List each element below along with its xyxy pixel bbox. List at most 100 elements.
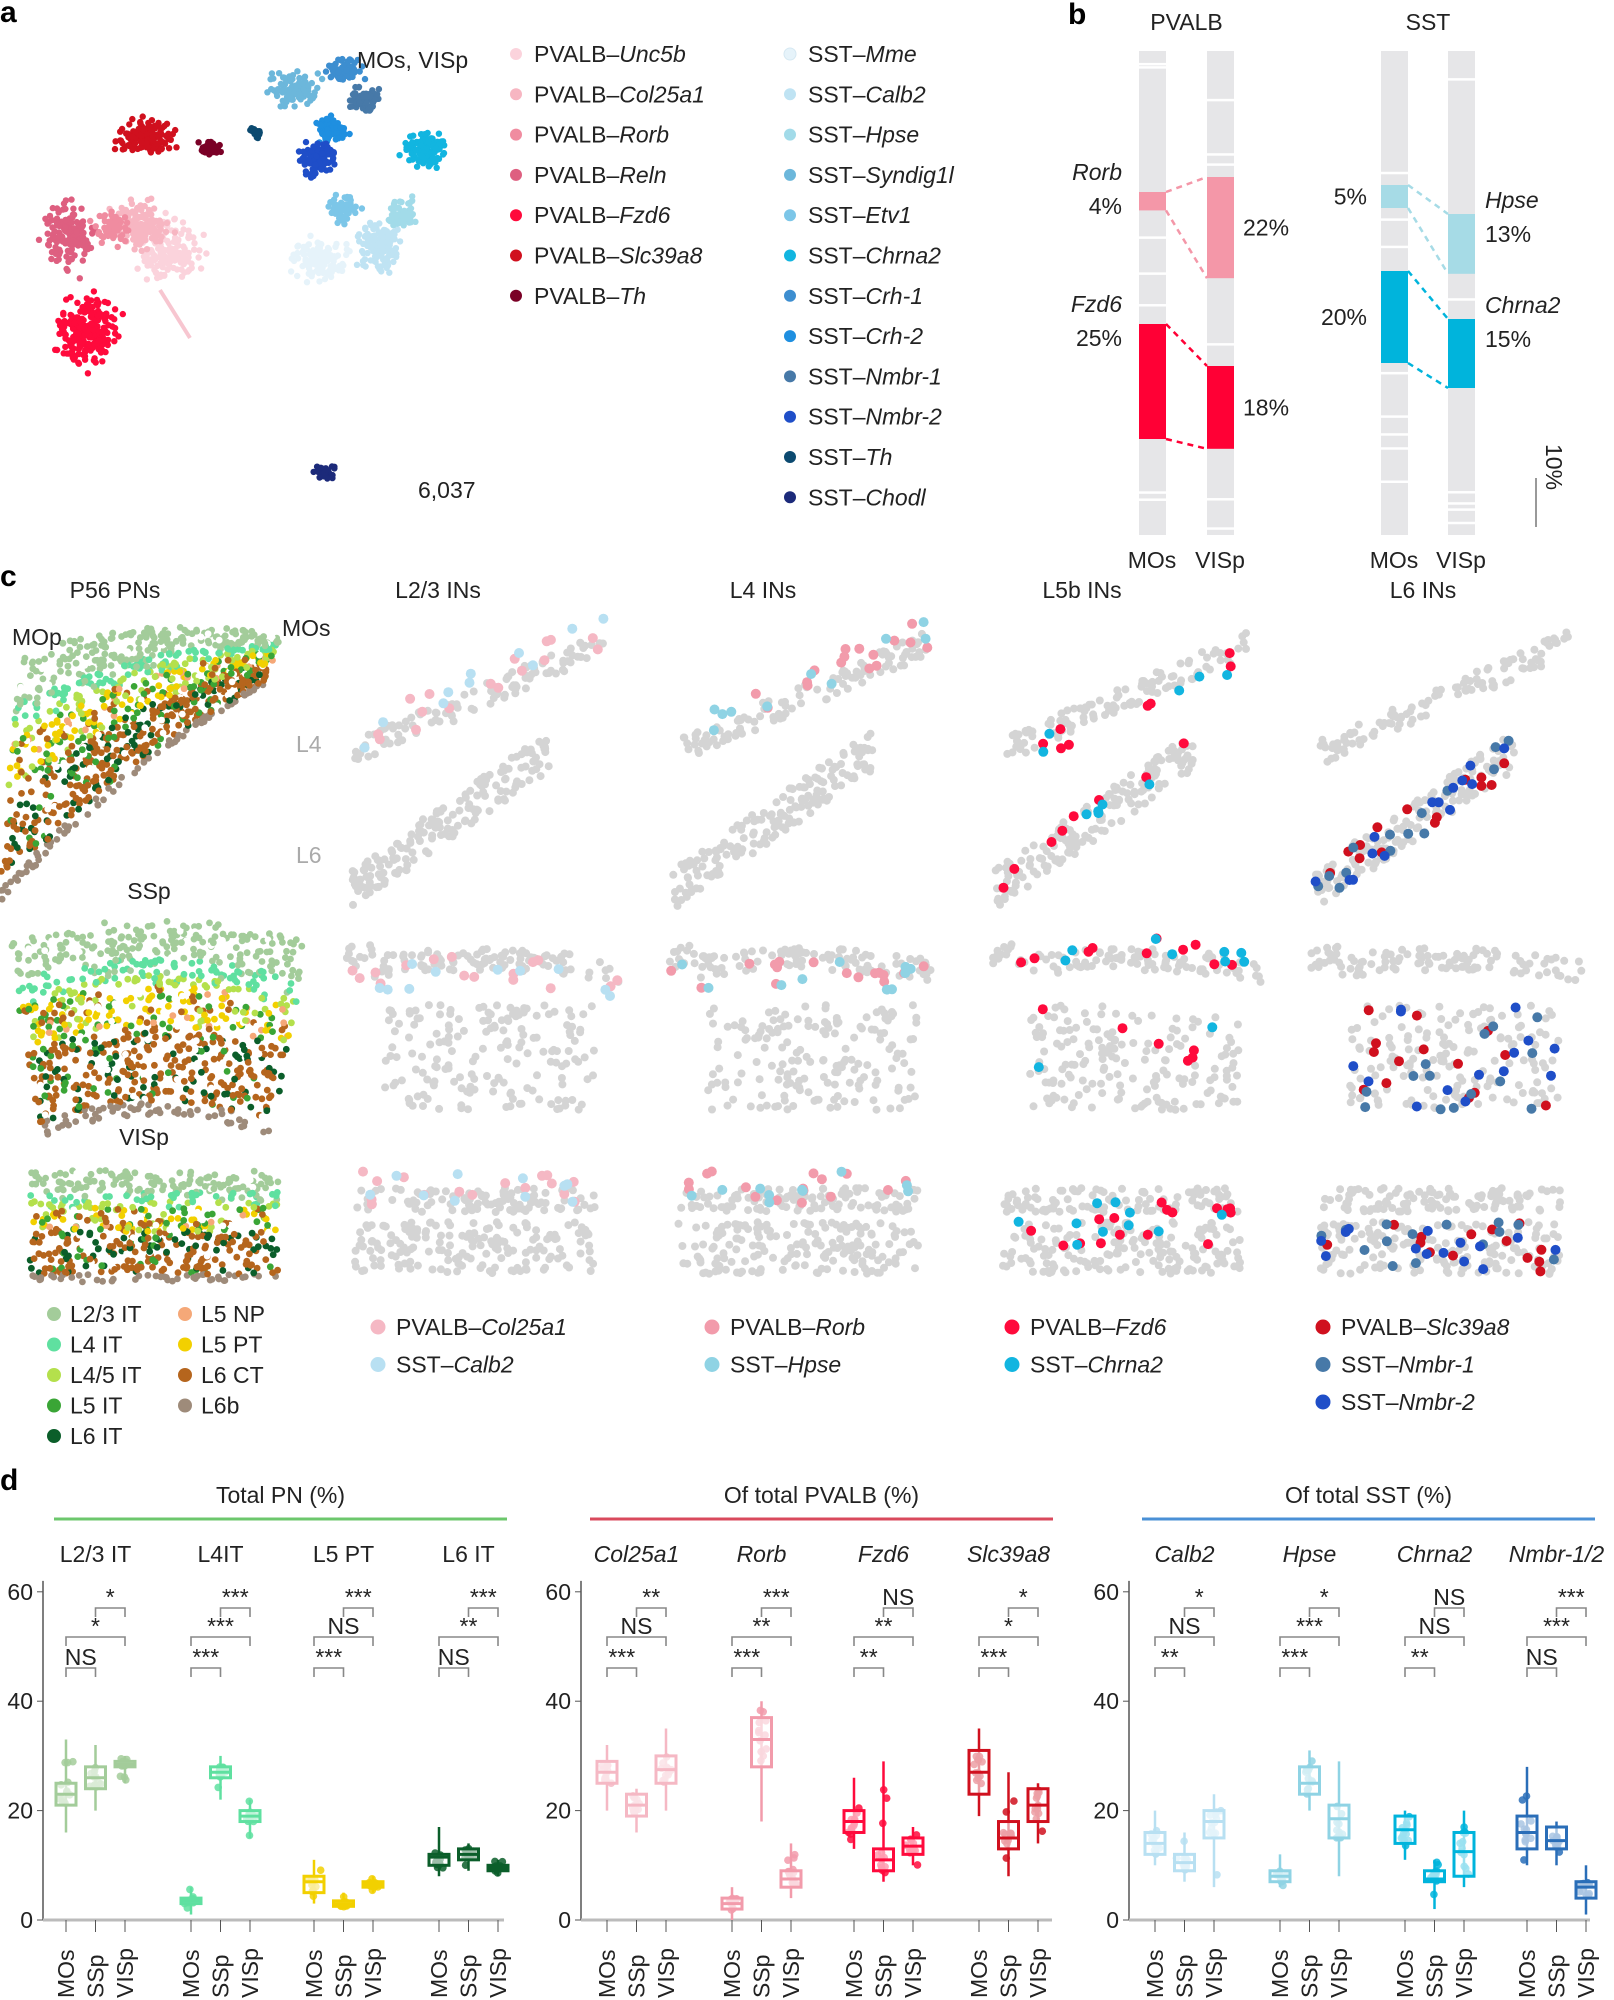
pn-cell: [53, 763, 60, 771]
pn-cell: [57, 1258, 65, 1265]
umap-point: [360, 261, 367, 269]
pn-cell: [143, 663, 151, 670]
pn-cell: [173, 683, 180, 690]
pn-cell: [52, 1085, 59, 1093]
pn-cell: [51, 1009, 58, 1017]
pn-cell: [85, 1016, 92, 1023]
pn-cell: [292, 936, 300, 944]
pn-cell: [48, 689, 55, 696]
pn-cell: [97, 749, 105, 757]
umap-point: [83, 295, 91, 302]
umap-point: [162, 209, 169, 217]
pn-cell: [42, 849, 49, 857]
umap-point: [162, 228, 170, 235]
pn-cell: [176, 1169, 184, 1177]
pn-cell: [164, 1069, 172, 1077]
in-cell-other: [364, 730, 373, 739]
segment-divider: [1139, 236, 1166, 239]
umap-point: [267, 76, 274, 83]
umap-point: [392, 246, 399, 253]
pn-cell: [149, 1263, 156, 1271]
pn-cell: [212, 656, 220, 664]
umap-point: [278, 87, 285, 94]
pn-cell: [257, 967, 265, 975]
pn-cell: [227, 931, 235, 939]
umap-point: [140, 232, 148, 240]
pn-cell: [159, 661, 167, 668]
umap-point: [46, 212, 54, 220]
pn-cell: [69, 712, 76, 720]
umap-point: [138, 139, 145, 146]
pn-cell: [61, 732, 68, 740]
pn-cell: [192, 1275, 199, 1282]
segment-fzd6-visp: [1207, 366, 1234, 449]
pn-cell: [227, 670, 235, 677]
legend-prefix: SST–: [808, 484, 866, 510]
pn-cell: [59, 1043, 67, 1051]
umap-point: [108, 231, 116, 238]
umap-point: [307, 232, 314, 239]
pn-cell: [170, 1194, 177, 1202]
umap-cluster-hpse: [385, 193, 419, 229]
umap-point: [377, 239, 385, 247]
umap-point: [287, 268, 295, 275]
pn-cell: [52, 707, 60, 715]
pn-cell: [0, 867, 5, 875]
pn-cell: [225, 1060, 233, 1067]
umap-cell-count: 6,037: [418, 477, 476, 503]
pn-cell: [61, 1248, 68, 1256]
pn-cell: [75, 679, 83, 687]
umap-point: [387, 217, 394, 225]
pn-cell: [227, 1106, 235, 1114]
legend-item-sst-mme: SST–Mme: [783, 41, 917, 67]
pn-cell: [187, 1111, 195, 1118]
umap-point: [295, 148, 303, 155]
pn-cell: [84, 811, 92, 818]
pn-cell: [179, 1041, 187, 1048]
pn-cell: [86, 1231, 94, 1239]
pn-cell: [110, 707, 118, 715]
column-title: P56 PNs: [70, 577, 161, 603]
pn-cell: [150, 1019, 157, 1027]
umap-point: [67, 311, 74, 319]
segment-divider: [1381, 171, 1408, 175]
pn-cell: [181, 660, 189, 668]
pn-cell: [283, 947, 290, 955]
umap-point: [391, 236, 398, 243]
umap-point: [73, 218, 81, 226]
segment-divider: [1139, 498, 1166, 501]
pn-cell: [156, 993, 164, 1000]
pn-cell: [224, 1119, 231, 1126]
pn-cell: [52, 931, 60, 939]
umap-point: [336, 75, 343, 83]
pn-cell: [23, 800, 31, 808]
pn-cell: [82, 1112, 89, 1120]
pn-cell: [115, 1187, 122, 1195]
pn-cell: [63, 930, 71, 938]
column-label: VISp: [1436, 547, 1486, 573]
pn-cell: [272, 1192, 280, 1200]
pn-cell: [180, 1077, 188, 1085]
pn-cell: [253, 1218, 261, 1226]
pn-cell: [26, 982, 33, 990]
pn-cell: [44, 1215, 51, 1223]
pn-cell: [59, 639, 67, 647]
pn-cell: [188, 1069, 196, 1077]
pn-cell: [92, 1239, 99, 1246]
umap-point: [55, 256, 62, 263]
in-cell-other: [560, 667, 569, 676]
umap-point: [393, 253, 400, 260]
pn-cell: [17, 683, 25, 691]
pn-cell: [176, 928, 184, 935]
pn-cell: [109, 1275, 117, 1283]
panel-label-c: c: [0, 560, 17, 593]
legend-prefix: PVALB–: [534, 162, 619, 188]
pn-cell: [238, 1085, 246, 1093]
group-title: PVALB: [1150, 9, 1222, 35]
umap-point: [341, 221, 348, 228]
pn-cell: [12, 740, 20, 748]
pn-cell: [101, 650, 109, 658]
umap-point: [114, 243, 121, 251]
pn-cell: [34, 1038, 42, 1046]
pn-cell: [273, 637, 281, 645]
